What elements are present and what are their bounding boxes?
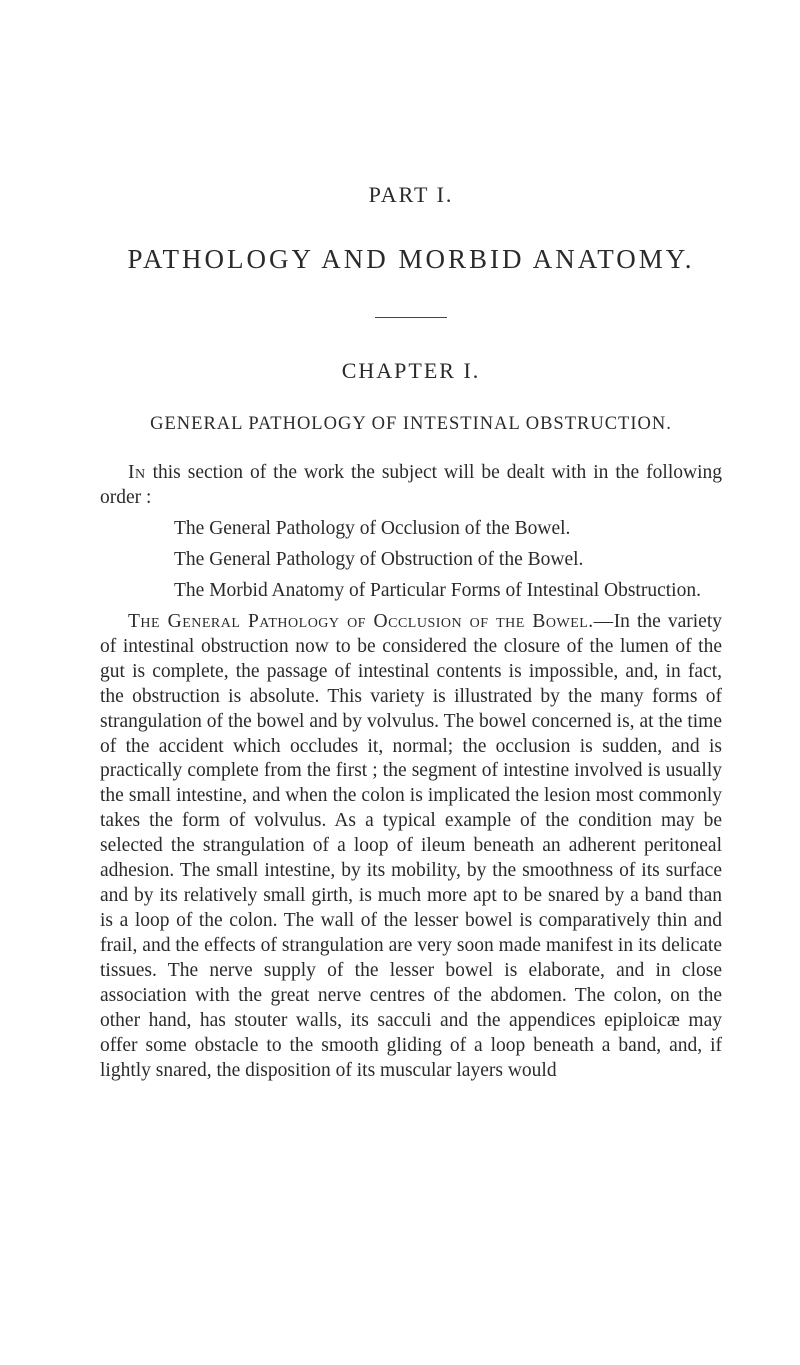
list-item-2: The General Pathology of Obstruction of …: [100, 548, 722, 573]
chapter-label: CHAPTER I.: [100, 358, 722, 384]
chapter-subhead: GENERAL PATHOLOGY OF INTESTINAL OBSTRUCT…: [100, 414, 722, 435]
body-text: In the variety of intestinal obstruction…: [100, 611, 722, 1081]
list-item-3: The Morbid Anatomy of Particular Forms o…: [100, 579, 722, 604]
part-label: PART I.: [100, 182, 722, 208]
intro-paragraph: In this section of the work the subject …: [100, 461, 722, 511]
body-lead: The General Pathology of Occlusion of th…: [128, 611, 614, 632]
page: PART I. PATHOLOGY AND MORBID ANATOMY. CH…: [0, 0, 800, 1365]
body-paragraph: The General Pathology of Occlusion of th…: [100, 610, 722, 1084]
intro-lead-word: In: [128, 462, 146, 483]
list-item-1: The General Pathology of Occlusion of th…: [100, 517, 722, 542]
section-title: PATHOLOGY AND MORBID ANATOMY.: [100, 244, 722, 275]
rule: [375, 317, 447, 318]
intro-text: this section of the work the subject wil…: [100, 462, 722, 508]
